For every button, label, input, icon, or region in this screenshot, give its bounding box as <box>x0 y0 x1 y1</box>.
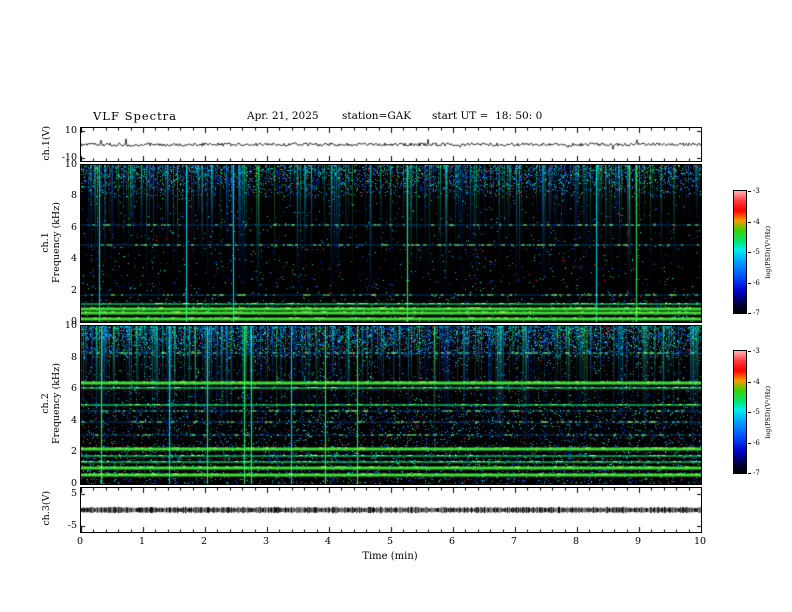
ch1-spectrogram-canvas <box>80 164 702 323</box>
ch1-waveform-canvas <box>80 127 702 162</box>
colorbar-tick-label: -4 <box>753 217 760 226</box>
x-tick-label: 4 <box>324 536 332 547</box>
ch1-colorbar <box>733 190 747 314</box>
y-tick-label: 6 <box>70 383 77 395</box>
colorbar-tick-label: -5 <box>753 248 760 256</box>
y-tick-label: 4 <box>70 414 77 426</box>
colorbar-tick <box>748 351 751 352</box>
y-tick-label: 5 <box>70 488 77 500</box>
colorbar-tick <box>748 191 751 192</box>
y-tick-label: -5 <box>67 519 77 531</box>
ch3-waveform-canvas <box>80 487 702 533</box>
x-tick-label: 6 <box>448 536 456 547</box>
ch2-spectrogram-canvas <box>80 325 702 485</box>
colorbar-tick-label: -6 <box>753 278 760 287</box>
colorbar-tick-label: -7 <box>753 309 760 317</box>
y-tick-label: 6 <box>70 221 77 233</box>
ch1-colorbar-label: log(PSD)(V²/Hz) <box>763 225 772 279</box>
y-tick-label: 8 <box>70 190 77 202</box>
x-axis-title: Time (min) <box>362 551 418 562</box>
y-tick-label: 4 <box>70 253 77 265</box>
colorbar-tick-label: -7 <box>753 469 760 477</box>
x-tick-label: 1 <box>138 536 146 547</box>
colorbar-tick <box>748 221 751 223</box>
colorbar-tick <box>748 282 751 284</box>
x-tick-label: 5 <box>386 536 394 547</box>
x-tick-label: 10 <box>693 536 707 547</box>
ch1-wave-ylabel-text: ch.1(V) <box>40 125 52 161</box>
colorbar-tick-label: -5 <box>753 408 760 416</box>
colorbar-tick <box>748 252 751 253</box>
x-tick-label: 3 <box>262 536 270 547</box>
y-tick-label: 0 <box>70 478 77 489</box>
x-tick-label: 8 <box>572 536 580 547</box>
ch1-spec-ylabel: ch.1 Frequency (kHz) <box>40 164 62 321</box>
y-tick-label: 0 <box>70 316 77 327</box>
x-tick-label: 0 <box>76 536 84 547</box>
ch2-spec-ylabel-line1: ch.2 <box>40 393 51 414</box>
x-tick-label: 7 <box>510 536 518 547</box>
figure-date: Apr. 21, 2025 <box>247 110 319 122</box>
station-label: station=GAK <box>342 110 412 122</box>
colorbar-tick-label: -3 <box>753 187 760 195</box>
figure-title: VLF Spectra <box>93 109 178 123</box>
y-tick-label: 8 <box>70 351 77 363</box>
colorbar-tick-label: -4 <box>753 377 760 386</box>
colorbar-tick <box>748 473 751 474</box>
ch3-wave-ylabel-text: ch.3(V) <box>40 490 52 526</box>
colorbar-tick <box>748 412 751 413</box>
colorbar-tick <box>748 381 751 383</box>
y-tick-label: 10 <box>64 124 77 136</box>
ch2-colorbar-label: log(PSD)(V²/Hz) <box>763 385 772 439</box>
start-ut-label: start UT = 18: 50: 0 <box>432 110 543 122</box>
ch3-wave-ylabel: ch.3(V) <box>40 478 53 538</box>
y-tick-label: 2 <box>70 284 77 296</box>
y-tick-label: -10 <box>61 152 77 164</box>
ch2-spec-ylabel: ch.2 Frequency (kHz) <box>40 325 62 482</box>
colorbar-tick <box>748 442 751 444</box>
x-tick-label: 9 <box>634 536 642 547</box>
colorbar-tick-label: -3 <box>753 347 760 355</box>
colorbar-tick-label: -6 <box>753 438 760 447</box>
x-tick-label: 2 <box>200 536 208 547</box>
ch2-colorbar <box>733 350 747 474</box>
y-tick-label: 10 <box>64 159 77 170</box>
ch2-spec-ylabel-line2: Frequency (kHz) <box>50 363 62 444</box>
ch1-spec-ylabel-line2: Frequency (kHz) <box>50 202 62 283</box>
ch1-spec-ylabel-line1: ch.1 <box>40 232 51 253</box>
y-tick-label: 2 <box>70 446 77 458</box>
y-tick-label: 10 <box>64 320 77 331</box>
colorbar-tick <box>748 313 751 314</box>
